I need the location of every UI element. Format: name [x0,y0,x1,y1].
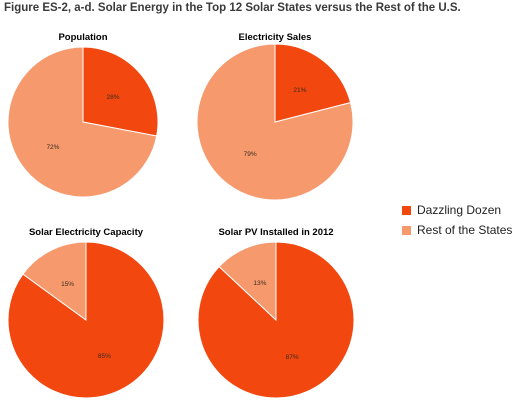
legend-label: Rest of the States [417,223,513,237]
pie-title: Solar PV Installed in 2012 [218,227,333,238]
pie-slice-label: 28% [107,94,120,101]
pie-slice-dazzling-dozen [82,46,159,137]
pie-slice-label: 87% [286,354,299,361]
legend-label: Dazzling Dozen [417,203,502,217]
legend-item-rest-of-states: Rest of the States [402,222,512,238]
legend-swatch-rest-of-states [402,225,411,235]
pie-title: Population [58,32,107,43]
pie-slice-rest-of-states [196,43,354,201]
pie-slice-label: 21% [293,87,306,94]
figure-title: Figure ES-2, a-d. Solar Energy in the To… [4,2,461,14]
pie-title: Solar Electricity Capacity [29,227,144,238]
pie-slice-dazzling-dozen [197,241,355,399]
pie-slice-dazzling-dozen [274,43,352,123]
legend: Dazzling Dozen Rest of the States [402,202,512,242]
legend-swatch-dazzling-dozen [402,205,411,215]
pie-slice-rest-of-states [22,241,87,321]
pie-slice-rest-of-states [218,241,277,322]
pie-slice-label: 85% [98,353,111,360]
legend-item-dazzling-dozen: Dazzling Dozen [402,202,512,218]
pie-slice-label: 13% [253,280,266,287]
pie-slice-rest-of-states [7,46,158,198]
pie-slice-label: 72% [46,144,59,151]
pie-slice-label: 15% [61,281,74,288]
pie-title: Electricity Sales [239,32,312,43]
pie-slice-label: 79% [244,151,257,158]
